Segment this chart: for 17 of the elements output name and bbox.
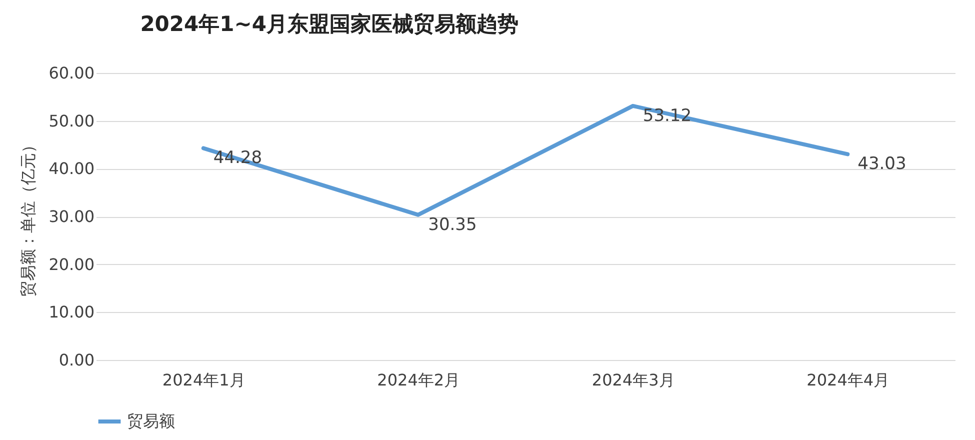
y-tick-label: 20.00 bbox=[48, 254, 94, 274]
chart-title: 2024年1~4月东盟国家医械贸易额趋势 bbox=[140, 12, 518, 36]
y-tick-label: 50.00 bbox=[48, 111, 94, 130]
x-tick-label: 2024年1月 bbox=[162, 370, 246, 390]
y-axis-title: 贸易额：单位（亿元） bbox=[18, 137, 38, 297]
data-label: 43.03 bbox=[858, 154, 906, 174]
y-tick-label: 0.00 bbox=[58, 350, 94, 370]
data-label: 30.35 bbox=[428, 214, 477, 235]
y-tick-label: 60.00 bbox=[48, 64, 94, 82]
y-tick-label: 40.00 bbox=[48, 159, 94, 178]
x-tick-label: 2024年2月 bbox=[377, 370, 460, 390]
x-tick-label: 2024年3月 bbox=[592, 370, 675, 390]
x-tick-label: 2024年4月 bbox=[806, 370, 890, 390]
y-tick-label: 30.00 bbox=[48, 207, 94, 226]
line-series bbox=[201, 104, 850, 217]
y-tick-label: 10.00 bbox=[48, 302, 94, 322]
legend-label: 贸易额 bbox=[127, 412, 175, 430]
